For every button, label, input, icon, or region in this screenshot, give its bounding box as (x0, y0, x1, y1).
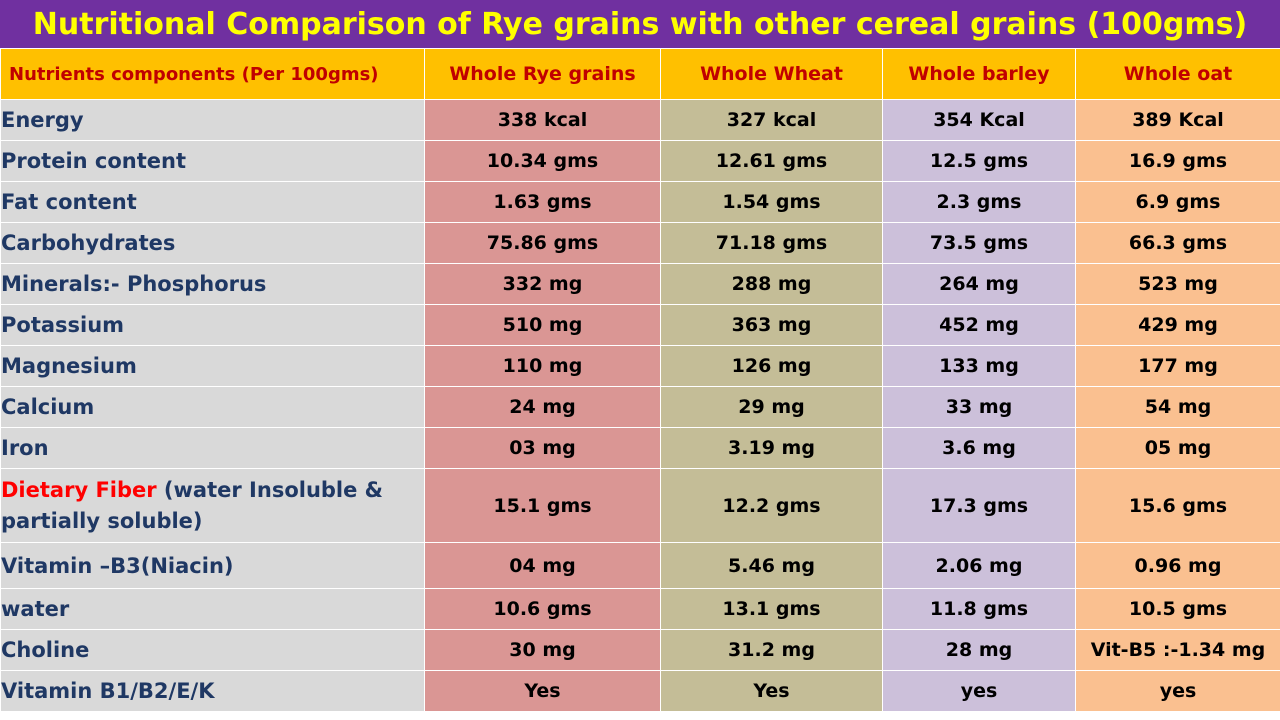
wheat-value: 1.54 gms (660, 181, 883, 223)
rye-value: 24 mg (424, 386, 661, 428)
oat-value: 10.5 gms (1075, 588, 1280, 630)
rye-value: 03 mg (424, 427, 661, 469)
oat-value: 05 mg (1075, 427, 1280, 469)
barley-value: 2.3 gms (882, 181, 1076, 223)
nutrient-name: Carbohydrates (0, 222, 425, 264)
nutrient-name: Choline (0, 629, 425, 671)
nutrient-name: Iron (0, 427, 425, 469)
barley-value: yes (882, 670, 1076, 712)
barley-value: 33 mg (882, 386, 1076, 428)
header-row: Nutrients components (Per 100gms) Whole … (0, 48, 1280, 100)
wheat-value: 327 kcal (660, 99, 883, 141)
wheat-value: 12.61 gms (660, 140, 883, 182)
oat-value: 15.6 gms (1075, 468, 1280, 543)
oat-value: 6.9 gms (1075, 181, 1280, 223)
rye-value: 10.34 gms (424, 140, 661, 182)
table-row: Energy 338 kcal 327 kcal 354 Kcal 389 Kc… (0, 99, 1280, 141)
wheat-value: 13.1 gms (660, 588, 883, 630)
nutrient-name: Calcium (0, 386, 425, 428)
table-row: Dietary Fiber (water Insoluble & partial… (0, 468, 1280, 543)
rye-value: 75.86 gms (424, 222, 661, 264)
nutrient-name: Potassium (0, 304, 425, 346)
rye-value: 30 mg (424, 629, 661, 671)
nutrient-name: Vitamin B1/B2/E/K (0, 670, 425, 712)
nutrition-table: Nutrients components (Per 100gms) Whole … (0, 48, 1280, 712)
oat-value: Vit-B5 :-1.34 mg (1075, 629, 1280, 671)
wheat-value: 288 mg (660, 263, 883, 305)
oat-value: 389 Kcal (1075, 99, 1280, 141)
wheat-value: Yes (660, 670, 883, 712)
table-row: Choline 30 mg 31.2 mg 28 mg Vit-B5 :-1.3… (0, 629, 1280, 671)
barley-value: 3.6 mg (882, 427, 1076, 469)
nutrient-name: Magnesium (0, 345, 425, 387)
rye-value: 15.1 gms (424, 468, 661, 543)
barley-value: 452 mg (882, 304, 1076, 346)
header-oat: Whole oat (1075, 48, 1280, 100)
barley-value: 2.06 mg (882, 542, 1076, 589)
barley-value: 354 Kcal (882, 99, 1076, 141)
rye-value: 04 mg (424, 542, 661, 589)
rye-value: 510 mg (424, 304, 661, 346)
rye-value: 1.63 gms (424, 181, 661, 223)
barley-value: 28 mg (882, 629, 1076, 671)
table-row: Fat content 1.63 gms 1.54 gms 2.3 gms 6.… (0, 181, 1280, 223)
oat-value: 0.96 mg (1075, 542, 1280, 589)
oat-value: 54 mg (1075, 386, 1280, 428)
nutrient-name: Fat content (0, 181, 425, 223)
table-row: Vitamin –B3(Niacin) 04 mg 5.46 mg 2.06 m… (0, 542, 1280, 589)
oat-value: yes (1075, 670, 1280, 712)
nutrient-name: Protein content (0, 140, 425, 182)
nutrient-name-detail: (water Insoluble & partially soluble) (1, 477, 383, 533)
barley-value: 264 mg (882, 263, 1076, 305)
wheat-value: 3.19 mg (660, 427, 883, 469)
table-row: water 10.6 gms 13.1 gms 11.8 gms 10.5 gm… (0, 588, 1280, 630)
wheat-value: 31.2 mg (660, 629, 883, 671)
rye-value: 332 mg (424, 263, 661, 305)
rye-value: 110 mg (424, 345, 661, 387)
header-nutrients: Nutrients components (Per 100gms) (0, 48, 425, 100)
oat-value: 16.9 gms (1075, 140, 1280, 182)
page-title: Nutritional Comparison of Rye grains wit… (32, 6, 1248, 42)
barley-value: 133 mg (882, 345, 1076, 387)
barley-value: 11.8 gms (882, 588, 1076, 630)
rye-value: 338 kcal (424, 99, 661, 141)
wheat-value: 126 mg (660, 345, 883, 387)
title-bar: Nutritional Comparison of Rye grains wit… (0, 0, 1280, 48)
nutrient-name: water (0, 588, 425, 630)
table-row: Calcium 24 mg 29 mg 33 mg 54 mg (0, 386, 1280, 428)
oat-value: 523 mg (1075, 263, 1280, 305)
wheat-value: 12.2 gms (660, 468, 883, 543)
header-wheat: Whole Wheat (660, 48, 883, 100)
oat-value: 429 mg (1075, 304, 1280, 346)
nutrient-name-highlight: Dietary Fiber (1, 477, 157, 502)
barley-value: 17.3 gms (882, 468, 1076, 543)
oat-value: 66.3 gms (1075, 222, 1280, 264)
table-row: Vitamin B1/B2/E/K Yes Yes yes yes (0, 670, 1280, 712)
table-row: Magnesium 110 mg 126 mg 133 mg 177 mg (0, 345, 1280, 387)
nutrient-name: Energy (0, 99, 425, 141)
wheat-value: 363 mg (660, 304, 883, 346)
rye-value: 10.6 gms (424, 588, 661, 630)
wheat-value: 5.46 mg (660, 542, 883, 589)
table-row: Potassium 510 mg 363 mg 452 mg 429 mg (0, 304, 1280, 346)
nutrient-name: Minerals:- Phosphorus (0, 263, 425, 305)
table-row: Protein content 10.34 gms 12.61 gms 12.5… (0, 140, 1280, 182)
nutrient-name: Vitamin –B3(Niacin) (0, 542, 425, 589)
table-row: Iron 03 mg 3.19 mg 3.6 mg 05 mg (0, 427, 1280, 469)
barley-value: 12.5 gms (882, 140, 1076, 182)
table-row: Carbohydrates 75.86 gms 71.18 gms 73.5 g… (0, 222, 1280, 264)
table-row: Minerals:- Phosphorus 332 mg 288 mg 264 … (0, 263, 1280, 305)
header-rye: Whole Rye grains (424, 48, 661, 100)
barley-value: 73.5 gms (882, 222, 1076, 264)
nutrient-name: Dietary Fiber (water Insoluble & partial… (0, 468, 425, 543)
wheat-value: 71.18 gms (660, 222, 883, 264)
rye-value: Yes (424, 670, 661, 712)
wheat-value: 29 mg (660, 386, 883, 428)
oat-value: 177 mg (1075, 345, 1280, 387)
header-barley: Whole barley (882, 48, 1076, 100)
